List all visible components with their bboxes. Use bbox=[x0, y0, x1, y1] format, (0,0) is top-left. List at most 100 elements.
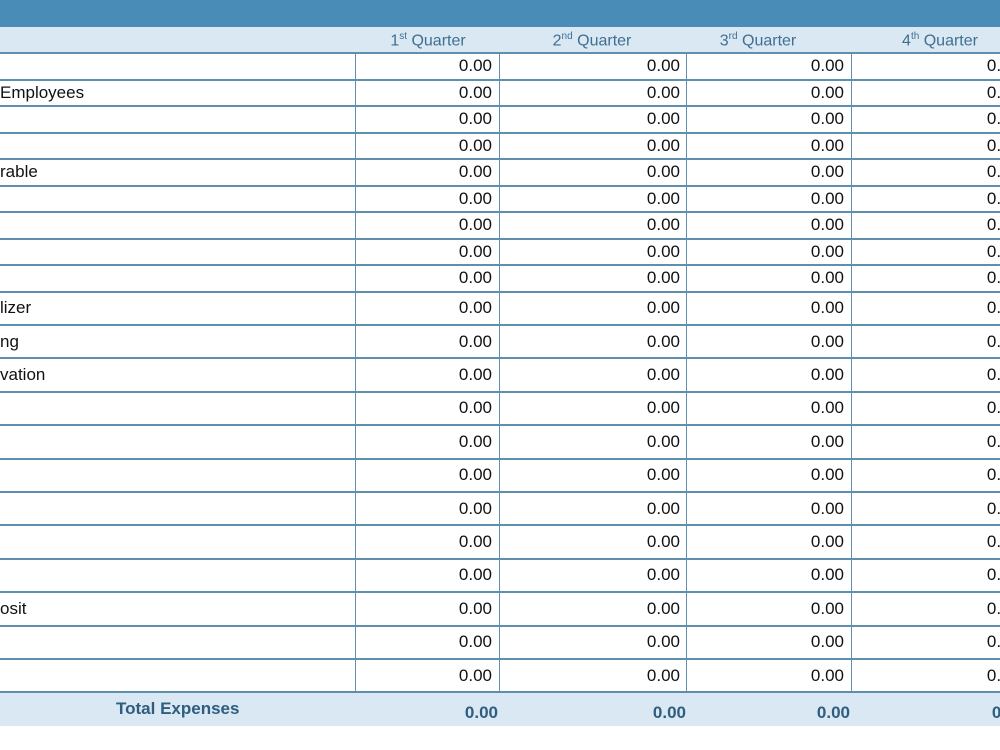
cell-value: 0.00 bbox=[646, 298, 680, 318]
cell-value: 0.00 bbox=[810, 82, 844, 102]
row-line bbox=[0, 691, 1000, 695]
column-header: 2nd Quarter bbox=[553, 31, 632, 50]
cell-value: 0.00 bbox=[458, 532, 492, 551]
cell-value: 0.00 bbox=[810, 162, 844, 182]
total-value: 0.00 bbox=[816, 703, 850, 723]
cell-value: 0.00 bbox=[458, 498, 492, 518]
cell-value: 0.00 bbox=[646, 82, 680, 102]
cell-value: 0.00 bbox=[458, 665, 492, 685]
header-text: 2 bbox=[552, 32, 562, 50]
header-text: 4 bbox=[902, 32, 911, 50]
header-row bbox=[0, 27, 1000, 53]
total-row bbox=[0, 693, 1000, 727]
row-line bbox=[0, 591, 1000, 594]
cell-value: 0.00 bbox=[986, 532, 1000, 551]
column-line bbox=[851, 53, 852, 693]
cell-value: 0.00 bbox=[646, 109, 680, 129]
row-line bbox=[0, 211, 1000, 213]
row-line bbox=[0, 52, 1000, 54]
column-header: 1st Quarter bbox=[390, 31, 465, 50]
cell-value: 0.00 bbox=[810, 365, 844, 384]
cell-value: 0.00 bbox=[810, 431, 844, 451]
cell-value: 0.00 bbox=[646, 365, 680, 384]
cell-value: 0.00 bbox=[810, 298, 844, 318]
row-line bbox=[0, 290, 1000, 293]
header-text: Quarter bbox=[572, 32, 632, 50]
row-label: Employees bbox=[0, 82, 85, 102]
cell-value: 0.00 bbox=[646, 56, 680, 76]
cell-value: 0.00 bbox=[810, 241, 844, 261]
cell-value: 0.00 bbox=[458, 465, 492, 485]
cell-value: 0.00 bbox=[458, 82, 492, 102]
cell-value: 0.00 bbox=[646, 398, 680, 418]
row-label: lizer bbox=[0, 298, 32, 318]
cell-value: 0.00 bbox=[810, 268, 844, 288]
cell-value: 0.00 bbox=[458, 188, 492, 208]
cell-value: 0.00 bbox=[986, 632, 1000, 652]
row-line bbox=[0, 657, 1000, 660]
cell-value: 0.00 bbox=[810, 465, 844, 485]
cell-value: 0.00 bbox=[810, 215, 844, 235]
cell-value: 0.00 bbox=[986, 162, 1000, 182]
cell-value: 0.00 bbox=[458, 241, 492, 261]
cell-value: 0.00 bbox=[810, 665, 844, 685]
cell-value: 0.00 bbox=[458, 632, 492, 652]
cell-value: 0.00 bbox=[986, 56, 1000, 76]
cell-value: 0.00 bbox=[646, 215, 680, 235]
cell-value: 0.00 bbox=[646, 532, 680, 551]
cell-value: 0.00 bbox=[646, 431, 680, 451]
cell-value: 0.00 bbox=[646, 135, 680, 155]
cell-value: 0.00 bbox=[986, 188, 1000, 208]
cell-value: 0.00 bbox=[986, 135, 1000, 155]
header-text: 1 bbox=[390, 32, 400, 50]
row-line bbox=[0, 131, 1000, 134]
row-line bbox=[0, 557, 1000, 560]
cell-value: 0.00 bbox=[646, 665, 680, 685]
total-label: Total Expenses bbox=[116, 699, 240, 719]
cell-value: 0.00 bbox=[458, 162, 492, 182]
header-text: Quarter bbox=[407, 32, 466, 50]
cell-value: 0.00 bbox=[986, 298, 1000, 318]
row-line bbox=[0, 490, 1000, 493]
cell-value: 0.00 bbox=[458, 398, 492, 418]
cell-value: 0.00 bbox=[810, 188, 844, 208]
cell-value: 0.00 bbox=[986, 665, 1000, 685]
cell-value: 0.00 bbox=[810, 498, 844, 518]
row-label: osit bbox=[0, 598, 27, 618]
cell-value: 0.00 bbox=[458, 298, 492, 318]
row-line bbox=[0, 424, 1000, 427]
row-line bbox=[0, 237, 1000, 240]
cell-value: 0.00 bbox=[810, 565, 844, 585]
row-line bbox=[0, 390, 1000, 393]
cell-value: 0.00 bbox=[458, 365, 492, 384]
cell-value: 0.00 bbox=[646, 465, 680, 485]
row-line bbox=[0, 524, 1000, 527]
column-line bbox=[355, 53, 356, 693]
cell-value: 0.00 bbox=[986, 82, 1000, 102]
cell-value: 0.00 bbox=[810, 331, 844, 351]
cell-value: 0.00 bbox=[458, 135, 492, 155]
cell-value: 0.00 bbox=[986, 331, 1000, 351]
row-label: rable bbox=[0, 162, 38, 182]
cell-value: 0.00 bbox=[986, 241, 1000, 261]
total-value: 0.00 bbox=[464, 703, 498, 723]
cell-value: 0.00 bbox=[458, 268, 492, 288]
row-line bbox=[0, 78, 1000, 81]
row-label: ng bbox=[0, 331, 19, 351]
row-line bbox=[0, 457, 1000, 460]
row-line bbox=[0, 184, 1000, 187]
column-line bbox=[686, 53, 687, 693]
row-line bbox=[0, 105, 1000, 107]
total-value: 0.00 bbox=[991, 703, 1000, 723]
cell-value: 0.00 bbox=[986, 109, 1000, 129]
header-text: Quarter bbox=[919, 32, 978, 50]
cell-value: 0.00 bbox=[458, 56, 492, 76]
cell-value: 0.00 bbox=[986, 268, 1000, 288]
cell-value: 0.00 bbox=[646, 188, 680, 208]
header-text: th bbox=[910, 31, 920, 42]
column-line bbox=[499, 53, 500, 693]
column-header: 4th Quarter bbox=[902, 31, 978, 50]
cell-value: 0.00 bbox=[646, 268, 680, 288]
cell-value: 0.00 bbox=[646, 632, 680, 652]
